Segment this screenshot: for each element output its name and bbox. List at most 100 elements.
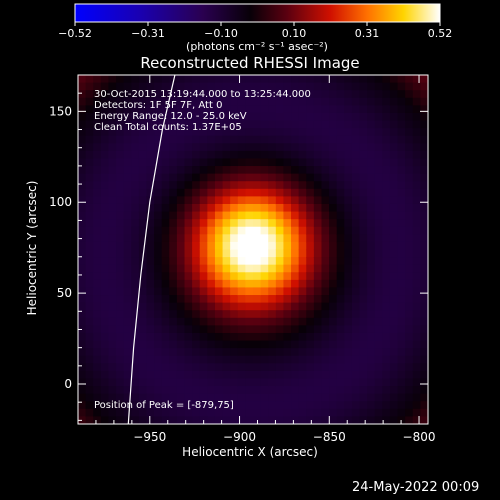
heatmap-cell — [169, 302, 178, 311]
heatmap-cell — [313, 112, 323, 122]
heatmap-cell — [207, 295, 216, 304]
heatmap-cell — [306, 105, 315, 114]
heatmap-cell — [321, 143, 330, 152]
heatmap-cell — [108, 332, 117, 342]
heatmap-cell — [367, 120, 376, 129]
heatmap-cell — [161, 241, 170, 251]
heatmap-cell — [100, 363, 110, 372]
heatmap-cell — [222, 325, 231, 334]
heatmap-cell — [154, 257, 163, 266]
heatmap-cell — [405, 416, 414, 424]
heatmap-cell — [192, 348, 201, 357]
heatmap-cell — [245, 325, 254, 334]
heatmap-cell — [207, 348, 216, 357]
heatmap-cell — [397, 181, 406, 190]
heatmap-cell — [184, 181, 193, 190]
heatmap-cell — [222, 295, 231, 304]
heatmap-cell — [100, 264, 110, 273]
heatmap-cell — [321, 310, 330, 319]
heatmap-cell — [138, 196, 148, 205]
heatmap-cell — [298, 143, 307, 152]
heatmap-cell — [397, 340, 406, 349]
heatmap-cell — [237, 181, 246, 190]
heatmap-cell — [138, 120, 148, 129]
heatmap-cell — [298, 219, 307, 228]
heatmap-cell — [169, 355, 178, 364]
x-tick-label: −900 — [223, 430, 256, 444]
heatmap-cell — [237, 90, 246, 99]
heatmap-cell — [108, 340, 117, 349]
heatmap-cell — [359, 302, 368, 311]
heatmap-cell — [237, 211, 246, 220]
heatmap-cell — [78, 166, 87, 175]
heatmap-cell — [184, 401, 193, 410]
heatmap-cell — [85, 97, 94, 106]
heatmap-cell — [359, 173, 368, 182]
heatmap-cell — [359, 135, 368, 144]
heatmap-cell — [176, 287, 186, 296]
heatmap-cell — [275, 97, 285, 106]
heatmap-cell — [313, 173, 323, 182]
heatmap-cell — [184, 302, 193, 311]
heatmap-cell — [154, 226, 163, 235]
heatmap-cell — [207, 75, 216, 84]
heatmap-cell — [351, 408, 361, 418]
heatmap-cell — [268, 249, 277, 258]
heatmap-cell — [237, 279, 246, 289]
heatmap-cell — [199, 181, 208, 190]
heatmap-cell — [329, 363, 338, 372]
heatmap-cell — [176, 279, 186, 289]
heatmap-cell — [253, 97, 262, 106]
heatmap-cell — [420, 332, 428, 342]
heatmap-cell — [351, 279, 361, 289]
heatmap-cell — [344, 211, 353, 220]
heatmap-cell — [298, 295, 307, 304]
heatmap-cell — [412, 249, 421, 258]
heatmap-cell — [253, 82, 262, 91]
heatmap-cell — [100, 416, 110, 424]
heatmap-cell — [85, 416, 94, 424]
heatmap-cell — [230, 355, 239, 364]
heatmap-cell — [397, 158, 406, 167]
heatmap-cell — [329, 75, 338, 84]
heatmap-cell — [93, 416, 102, 424]
heatmap-cell — [222, 302, 231, 311]
heatmap-cell — [291, 97, 300, 106]
heatmap-cell — [321, 135, 330, 144]
heatmap-cell — [329, 112, 338, 122]
heatmap-cell — [336, 325, 345, 334]
heatmap-cell — [154, 401, 163, 410]
heatmap-cell — [397, 302, 406, 311]
heatmap-cell — [306, 287, 315, 296]
heatmap-cell — [351, 173, 361, 182]
heatmap-cell — [397, 295, 406, 304]
heatmap-cell — [329, 416, 338, 424]
heatmap-cell — [138, 173, 148, 182]
heatmap-cell — [321, 279, 330, 289]
heatmap-cell — [116, 173, 125, 182]
heatmap-cell — [291, 135, 300, 144]
heatmap-cell — [93, 112, 102, 122]
heatmap-cell — [146, 112, 155, 122]
heatmap-cell — [420, 355, 428, 364]
heatmap-cell — [138, 234, 148, 243]
heatmap-cell — [389, 203, 399, 213]
heatmap-cell — [108, 82, 117, 91]
heatmap-cell — [123, 340, 132, 349]
heatmap-cell — [253, 150, 262, 160]
heatmap-cell — [291, 340, 300, 349]
heatmap-cell — [298, 279, 307, 289]
heatmap-cell — [230, 241, 239, 251]
heatmap-cell — [268, 332, 277, 342]
heatmap-cell — [329, 173, 338, 182]
heatmap-cell — [321, 181, 330, 190]
heatmap-cell — [161, 97, 170, 106]
heatmap-cell — [184, 211, 193, 220]
heatmap-cell — [93, 279, 102, 289]
heatmap-cell — [405, 363, 414, 372]
heatmap-cell — [154, 105, 163, 114]
heatmap-cell — [245, 196, 254, 205]
heatmap-cell — [268, 340, 277, 349]
heatmap-cell — [253, 181, 262, 190]
